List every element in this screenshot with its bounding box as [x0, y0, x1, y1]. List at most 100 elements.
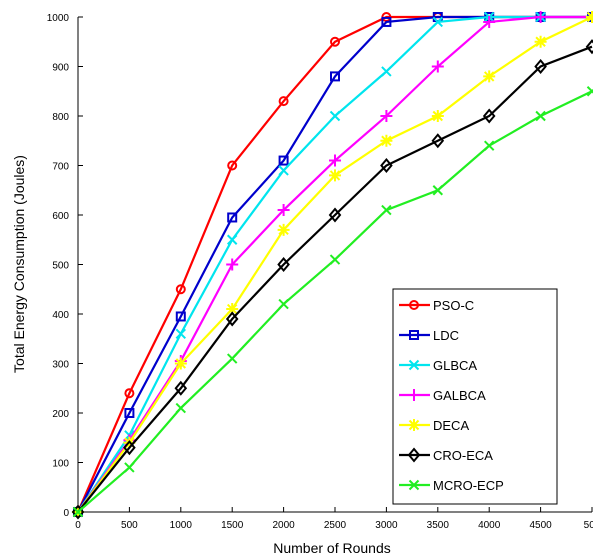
data-point-deca-shape — [329, 169, 341, 182]
data-point-mcro-ecp — [586, 86, 593, 97]
legend-label-deca: DECA — [433, 418, 469, 433]
legend-marker-galbca-shape — [408, 389, 420, 401]
data-point-galbca-shape — [431, 60, 444, 73]
legend-entry-deca: DECA — [399, 418, 469, 433]
data-point-cro-eca-shape — [225, 311, 239, 327]
data-point-mcro-ecp — [72, 506, 84, 518]
data-point-mcro-ecp-shape — [226, 353, 238, 364]
data-point-pso-c-shape — [175, 284, 186, 295]
data-point-mcro-ecp-shape — [72, 506, 84, 518]
data-point-deca-shape — [174, 357, 187, 370]
legend-marker-galbca — [408, 389, 420, 401]
data-point-cro-eca — [482, 108, 496, 124]
data-point-ldc-shape — [175, 311, 186, 322]
data-point-mcro-ecp-shape — [329, 254, 341, 265]
series-mcro-ecp — [72, 86, 593, 518]
data-point-ldc-shape — [227, 212, 238, 223]
data-point-glbca-shape — [329, 110, 341, 122]
data-point-cro-eca-shape — [328, 207, 342, 223]
series-galbca — [72, 11, 593, 518]
data-point-deca — [431, 110, 444, 122]
data-point-galbca — [534, 11, 547, 23]
data-point-cro-eca — [431, 133, 445, 149]
data-point-ldc-shape — [124, 408, 135, 418]
data-point-mcro-ecp-shape — [278, 298, 289, 310]
x-tick-label: 500 — [121, 520, 138, 531]
data-point-mcro-ecp-shape — [175, 402, 187, 414]
legend-entry-galbca: GALBCA — [399, 388, 486, 403]
data-point-mcro-ecp-shape — [432, 185, 444, 196]
data-point-glbca — [329, 110, 341, 122]
x-tick-label: 0 — [75, 520, 81, 531]
data-point-galbca-shape — [329, 154, 341, 167]
y-tick-label: 600 — [52, 211, 69, 222]
data-point-ldc — [124, 408, 135, 418]
x-tick-label: 4500 — [529, 520, 552, 531]
legend-marker-deca — [408, 419, 420, 431]
data-point-deca — [329, 169, 341, 182]
legend: PSO-C LDC GLBCA GALBCA DECA CRO-ECA MCRO-ECP — [399, 298, 504, 493]
data-point-glbca-shape — [381, 66, 392, 77]
data-point-deca — [534, 35, 547, 48]
y-tick-label: 100 — [52, 459, 69, 470]
data-point-galbca-shape — [534, 11, 547, 23]
series-cro-eca — [71, 39, 593, 520]
x-tick-label: 3000 — [375, 520, 398, 531]
series-line-cro-eca — [77, 45, 593, 513]
data-point-glbca-shape — [432, 16, 444, 28]
data-point-galbca — [277, 204, 290, 217]
data-point-mcro-ecp — [175, 402, 187, 414]
data-point-glbca — [381, 66, 392, 77]
data-point-ldc-shape — [278, 155, 289, 166]
x-tick-label: 500 — [584, 520, 593, 531]
data-point-pso-c-shape — [227, 160, 238, 171]
data-point-glbca — [432, 16, 444, 28]
data-point-cro-eca-shape — [123, 440, 136, 456]
data-point-deca-shape — [483, 70, 496, 83]
data-point-cro-eca-shape — [174, 380, 188, 396]
data-point-mcro-ecp-shape — [483, 140, 495, 151]
data-point-pso-c — [175, 284, 186, 295]
data-point-cro-eca — [328, 207, 342, 223]
x-tick-label: 4000 — [478, 520, 501, 531]
data-point-cro-eca — [225, 311, 239, 327]
legend-marker-mcro-ecp-shape — [408, 479, 420, 491]
data-point-glbca-shape — [278, 165, 289, 176]
data-point-cro-eca-shape — [380, 157, 393, 174]
x-axis-label: Number of Rounds — [273, 540, 391, 555]
legend-marker-ldc — [409, 330, 419, 340]
data-point-pso-c-shape — [124, 388, 135, 399]
data-point-deca — [586, 11, 593, 23]
legend-marker-glbca-shape — [408, 359, 420, 371]
y-tick-label: 1000 — [47, 13, 70, 24]
data-point-ldc — [278, 155, 289, 166]
legend-label-glbca: GLBCA — [433, 358, 477, 373]
data-point-ldc — [330, 71, 340, 82]
legend-box — [392, 288, 558, 505]
data-point-cro-eca — [380, 157, 393, 174]
data-point-ldc-shape — [381, 16, 392, 27]
data-point-mcro-ecp — [278, 298, 289, 310]
data-point-cro-eca-shape — [534, 58, 547, 75]
data-point-glbca — [226, 234, 238, 245]
y-tick-label: 400 — [52, 310, 69, 321]
x-tick-label: 3500 — [427, 520, 450, 531]
data-point-galbca — [483, 15, 496, 28]
y-tick-label: 800 — [52, 112, 69, 123]
data-point-pso-c-shape — [278, 96, 289, 107]
data-point-galbca — [329, 154, 341, 167]
data-point-cro-eca-shape — [585, 39, 593, 55]
legend-label-mcro-ecp: MCRO-ECP — [433, 478, 504, 493]
data-point-mcro-ecp — [329, 254, 341, 265]
data-point-mcro-ecp — [226, 353, 238, 364]
data-point-mcro-ecp-shape — [586, 86, 593, 97]
data-point-ldc — [381, 16, 392, 27]
data-point-mcro-ecp-shape — [124, 462, 135, 473]
axes: 0 100 200 300 400 500 600 700 800 900 1000 0 500 1000… — [47, 13, 593, 531]
data-point-deca — [226, 303, 239, 316]
data-point-glbca-shape — [175, 328, 187, 340]
data-point-galbca-shape — [226, 258, 239, 271]
data-point-pso-c — [124, 388, 135, 399]
legend-marker-mcro-ecp — [408, 479, 420, 491]
